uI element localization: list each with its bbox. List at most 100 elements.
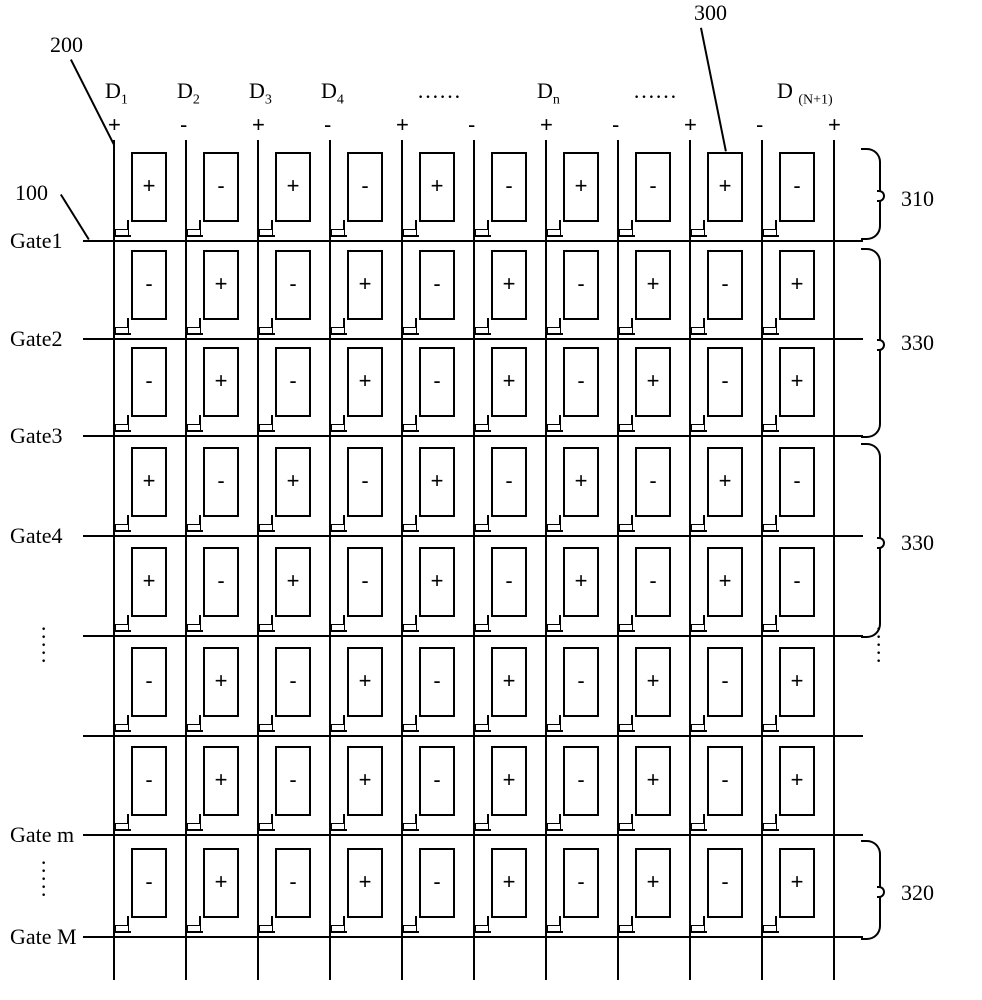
reference-label: 320: [901, 880, 934, 906]
pixel-electrode: -: [707, 347, 743, 417]
gate-label: Gate3: [10, 423, 63, 449]
pixel-electrode: -: [563, 250, 599, 320]
pixel-electrode: -: [131, 848, 167, 918]
pixel-electrode: -: [131, 647, 167, 717]
pixel-electrode: -: [563, 347, 599, 417]
pixel-electrode: +: [491, 347, 527, 417]
pixel-electrode: -: [275, 746, 311, 816]
pixel-electrode: +: [203, 347, 239, 417]
column-polarity: +: [252, 112, 265, 138]
pixel-electrode: -: [563, 746, 599, 816]
pixel-electrode: +: [635, 746, 671, 816]
pixel-electrode: -: [347, 547, 383, 617]
pixel-electrode: -: [275, 647, 311, 717]
reference-label: 330: [901, 330, 934, 356]
column-polarity: -: [324, 112, 331, 138]
column-header: D1: [105, 78, 128, 108]
gate-label: Gate1: [10, 228, 63, 254]
pixel-electrode: -: [347, 152, 383, 222]
pixel-electrode: +: [635, 848, 671, 918]
pixel-electrode: -: [275, 347, 311, 417]
brace: [861, 443, 881, 638]
pixel-electrode: +: [779, 347, 815, 417]
pixel-electrode: -: [419, 848, 455, 918]
pixel-electrode: -: [563, 848, 599, 918]
brace: [861, 148, 881, 240]
pixel-electrode: +: [563, 447, 599, 517]
pixel-electrode: +: [275, 152, 311, 222]
pixel-electrode: +: [275, 547, 311, 617]
pixel-electrode: -: [275, 250, 311, 320]
reference-label: 300: [694, 0, 727, 26]
pixel-electrode: -: [203, 447, 239, 517]
pixel-electrode: -: [419, 746, 455, 816]
reference-label: 330: [901, 530, 934, 556]
column-header: ……: [633, 78, 677, 104]
pixel-electrode: +: [131, 547, 167, 617]
column-header: ……: [417, 78, 461, 104]
gate-label: Gate m: [10, 822, 74, 848]
column-polarity: +: [684, 112, 697, 138]
pixel-electrode: +: [347, 250, 383, 320]
pixel-electrode: +: [491, 746, 527, 816]
reference-label: 200: [50, 32, 83, 58]
pixel-electrode: +: [707, 447, 743, 517]
pixel-electrode: +: [347, 647, 383, 717]
pixel-electrode: +: [635, 347, 671, 417]
pixel-electrode: -: [779, 447, 815, 517]
pixel-electrode: +: [347, 347, 383, 417]
pixel-electrode: -: [707, 647, 743, 717]
pixel-electrode: -: [131, 250, 167, 320]
column-polarity: -: [180, 112, 187, 138]
pixel-electrode: -: [707, 848, 743, 918]
pixel-electrode: +: [779, 647, 815, 717]
pixel-electrode: +: [419, 547, 455, 617]
pixel-electrode: +: [563, 547, 599, 617]
pixel-electrode: +: [131, 152, 167, 222]
pixel-electrode: -: [491, 447, 527, 517]
brace: [861, 248, 881, 438]
pixel-electrode: +: [419, 447, 455, 517]
pixel-electrode: -: [779, 547, 815, 617]
column-polarity: -: [468, 112, 475, 138]
pixel-electrode: -: [563, 647, 599, 717]
pixel-electrode: +: [563, 152, 599, 222]
pixel-electrode: -: [635, 547, 671, 617]
pixel-electrode: +: [131, 447, 167, 517]
column-polarity: +: [828, 112, 841, 138]
pixel-electrode: -: [203, 152, 239, 222]
pixel-electrode: +: [635, 647, 671, 717]
gate-label: Gate2: [10, 326, 63, 352]
pixel-electrode: -: [491, 152, 527, 222]
reference-label: 100: [15, 180, 48, 206]
pixel-electrode: -: [275, 848, 311, 918]
pixel-electrode: +: [779, 848, 815, 918]
pixel-electrode: +: [779, 746, 815, 816]
pixel-electrode: +: [203, 746, 239, 816]
pixel-electrode: +: [203, 647, 239, 717]
pixel-electrode: +: [707, 547, 743, 617]
column-polarity: +: [540, 112, 553, 138]
pixel-electrode: +: [491, 250, 527, 320]
brace: [861, 840, 881, 940]
pixel-electrode: -: [635, 447, 671, 517]
column-header: D2: [177, 78, 200, 108]
pixel-electrode: +: [419, 152, 455, 222]
column-header: D4: [321, 78, 344, 108]
pixel-electrode: -: [779, 152, 815, 222]
pixel-electrode: +: [275, 447, 311, 517]
reference-label: 310: [901, 186, 934, 212]
column-polarity: -: [756, 112, 763, 138]
pixel-electrode: -: [707, 746, 743, 816]
pixel-electrode: +: [203, 848, 239, 918]
pixel-electrode: +: [491, 848, 527, 918]
column-polarity: -: [612, 112, 619, 138]
gate-label: Gate M: [10, 924, 77, 950]
pixel-electrode: -: [635, 152, 671, 222]
column-polarity: +: [396, 112, 409, 138]
column-header: D (N+1): [777, 78, 833, 108]
pixel-electrode: -: [419, 250, 455, 320]
pixel-electrode: -: [419, 647, 455, 717]
column-header: D3: [249, 78, 272, 108]
pixel-electrode: +: [491, 647, 527, 717]
